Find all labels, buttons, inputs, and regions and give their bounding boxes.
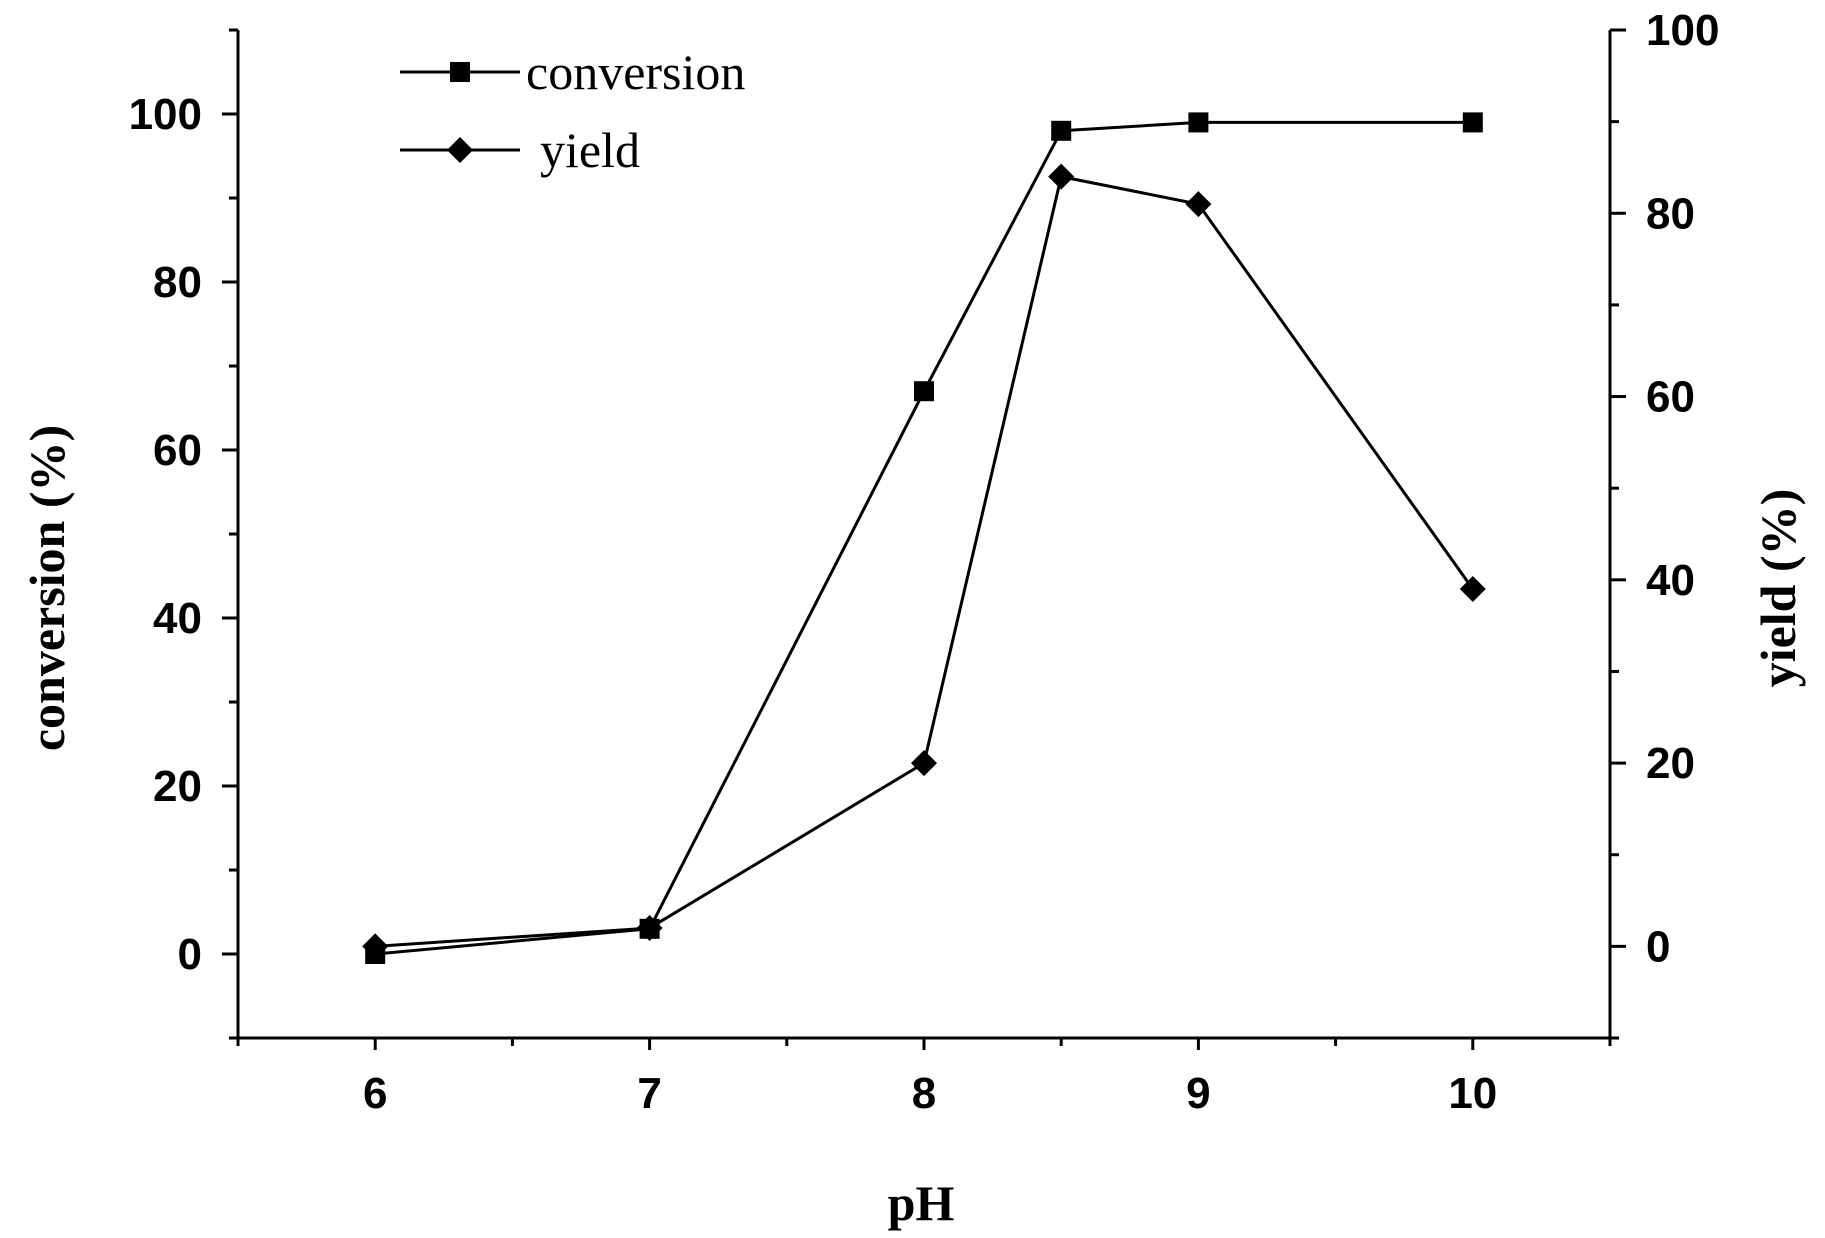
x-tick-label: 7 xyxy=(637,1069,661,1118)
left-tick-label: 0 xyxy=(178,930,202,979)
left-tick-label: 20 xyxy=(153,762,202,811)
left-tick-label: 40 xyxy=(153,594,202,643)
right-tick-label: 100 xyxy=(1646,6,1719,55)
x-tick-label: 6 xyxy=(363,1069,387,1118)
series-conversion-point xyxy=(1188,112,1209,133)
legend-yield-label: yield xyxy=(540,122,640,178)
right-tick-label: 40 xyxy=(1646,556,1695,605)
series-conversion-line xyxy=(375,120,1473,956)
right-tick-label: 80 xyxy=(1646,189,1695,238)
x-tick-label: 10 xyxy=(1448,1069,1497,1118)
x-tick-label: 9 xyxy=(1186,1069,1210,1118)
right-tick-label: 60 xyxy=(1646,373,1695,422)
right-axis-title: yield (%) xyxy=(1750,489,1806,688)
series-yield-line xyxy=(375,175,1475,948)
series-yield-point xyxy=(1048,163,1075,190)
left-axis-title: conversion (%) xyxy=(19,425,75,751)
x-tick-label: 8 xyxy=(912,1069,936,1118)
legend-conversion-label: conversion xyxy=(526,44,745,100)
series-layer xyxy=(362,112,1486,964)
legend-conversion-marker xyxy=(450,62,470,82)
legend: conversion yield xyxy=(400,44,745,178)
left-tick-label: 100 xyxy=(129,90,202,139)
series-yield-point xyxy=(1459,575,1486,602)
series-conversion-point xyxy=(914,381,934,402)
axes xyxy=(236,30,1612,1040)
series-yield-point xyxy=(636,915,663,942)
series-yield-point xyxy=(362,933,389,960)
series-yield-point xyxy=(911,750,937,777)
x-axis-title: pH xyxy=(888,1175,955,1231)
right-tick-label: 0 xyxy=(1646,922,1670,971)
series-conversion-point xyxy=(1462,112,1483,133)
series-conversion-point xyxy=(1051,120,1072,141)
right-tick-label: 20 xyxy=(1646,739,1695,788)
left-tick-label: 60 xyxy=(153,426,202,475)
left-tick-label: 80 xyxy=(153,258,202,307)
series-yield-point xyxy=(1185,191,1212,218)
legend-yield-marker xyxy=(447,137,473,163)
